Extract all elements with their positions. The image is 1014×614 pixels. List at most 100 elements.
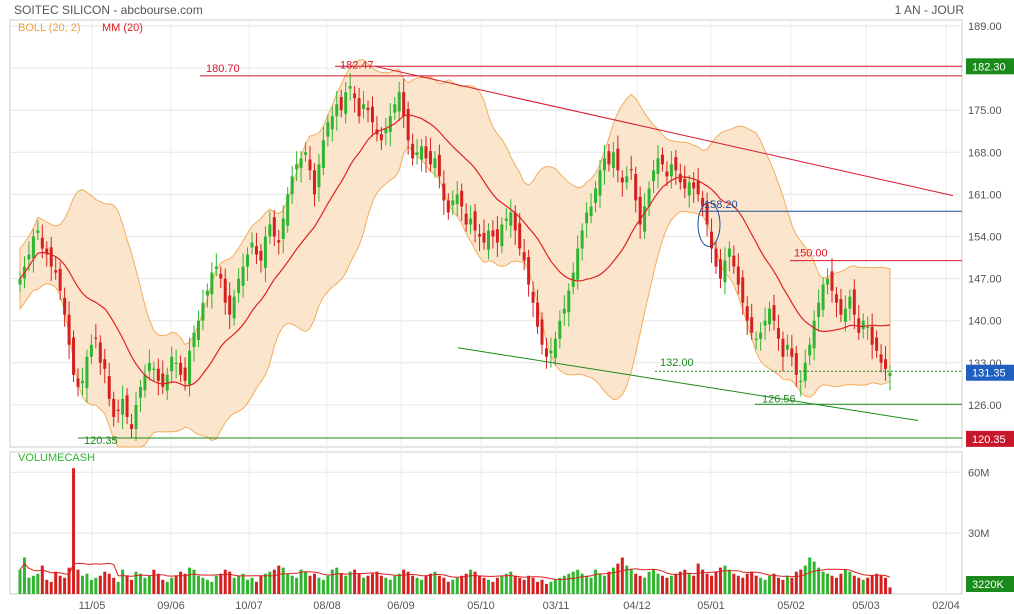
volume-bar	[424, 575, 428, 594]
volume-bar	[660, 575, 664, 594]
x-tick-label: 06/09	[387, 600, 415, 612]
volume-bar	[839, 573, 843, 594]
candle-body	[500, 224, 504, 247]
volume-bar	[701, 569, 705, 594]
candle-body	[67, 314, 71, 345]
candle-body	[156, 368, 160, 381]
candle-body	[370, 106, 374, 123]
volume-bar	[866, 577, 870, 594]
candle-body	[98, 342, 102, 363]
candle-body	[808, 344, 812, 356]
candle-body	[674, 157, 678, 171]
candle-body	[290, 176, 294, 195]
candle-body	[107, 376, 111, 399]
candle-body	[531, 291, 535, 303]
volume-bar	[406, 571, 410, 594]
volume-bar	[652, 569, 656, 594]
candle-body	[143, 374, 147, 391]
volume-bar	[594, 569, 598, 594]
candle-body	[558, 320, 562, 339]
volume-bar	[830, 575, 834, 594]
candle-body	[277, 240, 281, 243]
volume-bar	[121, 569, 125, 594]
candle-body	[103, 359, 107, 369]
volume-bar	[353, 569, 357, 594]
volume-bar	[80, 575, 84, 594]
volume-bar	[67, 567, 71, 594]
volume-bar	[263, 573, 267, 594]
volume-bar	[85, 573, 89, 594]
candle-body	[861, 320, 865, 330]
volume-bar	[22, 557, 26, 594]
volume-bar	[312, 573, 316, 594]
price-badge-label: 120.35	[972, 434, 1006, 446]
candle-body	[710, 231, 714, 249]
candle-body	[179, 362, 183, 375]
candle-body	[27, 254, 31, 260]
volume-bar	[536, 581, 540, 594]
volume-bar	[710, 575, 714, 594]
volume-bar	[602, 575, 606, 594]
legend-mm: MM (20)	[102, 22, 143, 34]
candle-body	[317, 164, 321, 188]
volume-bar	[442, 577, 446, 594]
candle-body	[870, 326, 874, 345]
candle-body	[741, 277, 745, 303]
candle-body	[616, 148, 620, 171]
candle-body	[424, 146, 428, 159]
volume-bar	[790, 577, 794, 594]
volume-bar	[415, 577, 419, 594]
volume-bar	[446, 581, 450, 594]
candle-body	[607, 151, 611, 165]
volume-bar	[727, 569, 731, 594]
x-tick-label: 05/02	[777, 600, 805, 612]
volume-bar	[669, 575, 673, 594]
y-tick-label: 126.00	[968, 400, 1002, 412]
candle-body	[433, 158, 437, 168]
candle-body	[875, 337, 879, 351]
candle-body	[397, 92, 401, 112]
volume-bar	[848, 571, 852, 594]
volume-bar	[513, 575, 517, 594]
candle-body	[237, 278, 241, 294]
volume-badge	[966, 576, 1014, 592]
volume-bar	[750, 571, 754, 594]
volume-bar	[683, 569, 687, 594]
candle-body	[147, 362, 151, 372]
volume-bar	[763, 579, 767, 594]
candle-body	[94, 337, 98, 339]
volume-bar	[58, 575, 62, 594]
volume-bar	[138, 573, 142, 594]
candle-body	[486, 230, 490, 250]
price-badge	[966, 430, 1014, 447]
candle-body	[692, 182, 696, 189]
volume-bar	[500, 575, 504, 594]
candle-body	[803, 362, 807, 381]
volume-bar	[491, 581, 495, 594]
volume-bar	[741, 577, 745, 594]
candle-body	[36, 230, 40, 233]
y-tick-label: 189.00	[968, 21, 1002, 33]
chart-title: SOITEC SILICON - abcbourse.com	[14, 3, 203, 17]
level-label-126-56: 126.56	[762, 394, 796, 406]
candle-body	[665, 171, 669, 177]
volume-bar	[692, 575, 696, 594]
candle-body	[451, 200, 455, 206]
volume-bar	[812, 561, 816, 594]
volume-bar	[460, 575, 464, 594]
candle-body	[384, 128, 388, 134]
candle-body	[174, 362, 178, 365]
period-label[interactable]: 1 AN - JOUR	[894, 3, 964, 17]
candle-body	[366, 107, 370, 111]
volume-bar	[277, 565, 281, 594]
candle-body	[839, 299, 843, 315]
volume-panel	[9, 451, 963, 595]
volume-bar	[745, 573, 749, 594]
candle-body	[732, 255, 736, 267]
candle-body	[165, 374, 169, 391]
candle-body	[228, 295, 232, 315]
candle-body	[562, 308, 566, 314]
volume-bar	[237, 575, 241, 594]
candle-body	[18, 278, 22, 285]
candle-body	[527, 256, 531, 285]
